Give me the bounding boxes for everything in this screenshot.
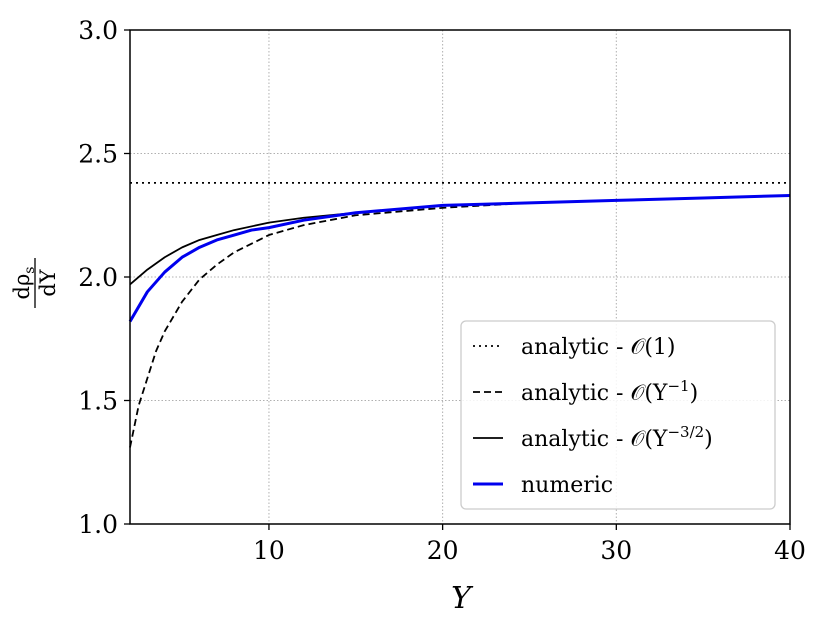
y-axis-label-numerator: dρs (10, 267, 38, 300)
legend-label-1: analytic - 𝒪(1) (521, 335, 676, 360)
x-tick-label: 20 (427, 536, 459, 565)
y-tick-label: 2.5 (78, 140, 118, 169)
series-line-2 (129, 194, 791, 448)
x-tick-label: 30 (600, 536, 632, 565)
legend-label-3: analytic - 𝒪(Υ−3/2) (521, 423, 713, 452)
y-axis-label-denominator: dΥ (36, 268, 60, 296)
x-axis-label: Υ (451, 581, 474, 616)
series-line-3 (129, 194, 791, 286)
y-tick-label: 1.0 (78, 510, 118, 539)
legend: analytic - 𝒪(1) analytic - 𝒪(Υ−1) analytic… (460, 320, 776, 510)
legend-label-4: numeric (521, 473, 613, 498)
y-tick-label: 3.0 (78, 16, 118, 45)
x-tick-label: 10 (253, 536, 285, 565)
ticks: 10 20 30 40 1.0 1.5 2.0 2.5 3.0 (78, 16, 806, 565)
legend-box (460, 320, 776, 510)
series-layer (128, 181, 791, 448)
y-tick-label: 2.0 (78, 263, 118, 292)
legend-label-2: analytic - 𝒪(Υ−1) (521, 377, 698, 406)
y-tick-label: 1.5 (78, 387, 118, 416)
y-axis-label: dρs dΥ (10, 258, 60, 308)
x-tick-label: 40 (774, 536, 806, 565)
series-line-4 (128, 193, 791, 323)
